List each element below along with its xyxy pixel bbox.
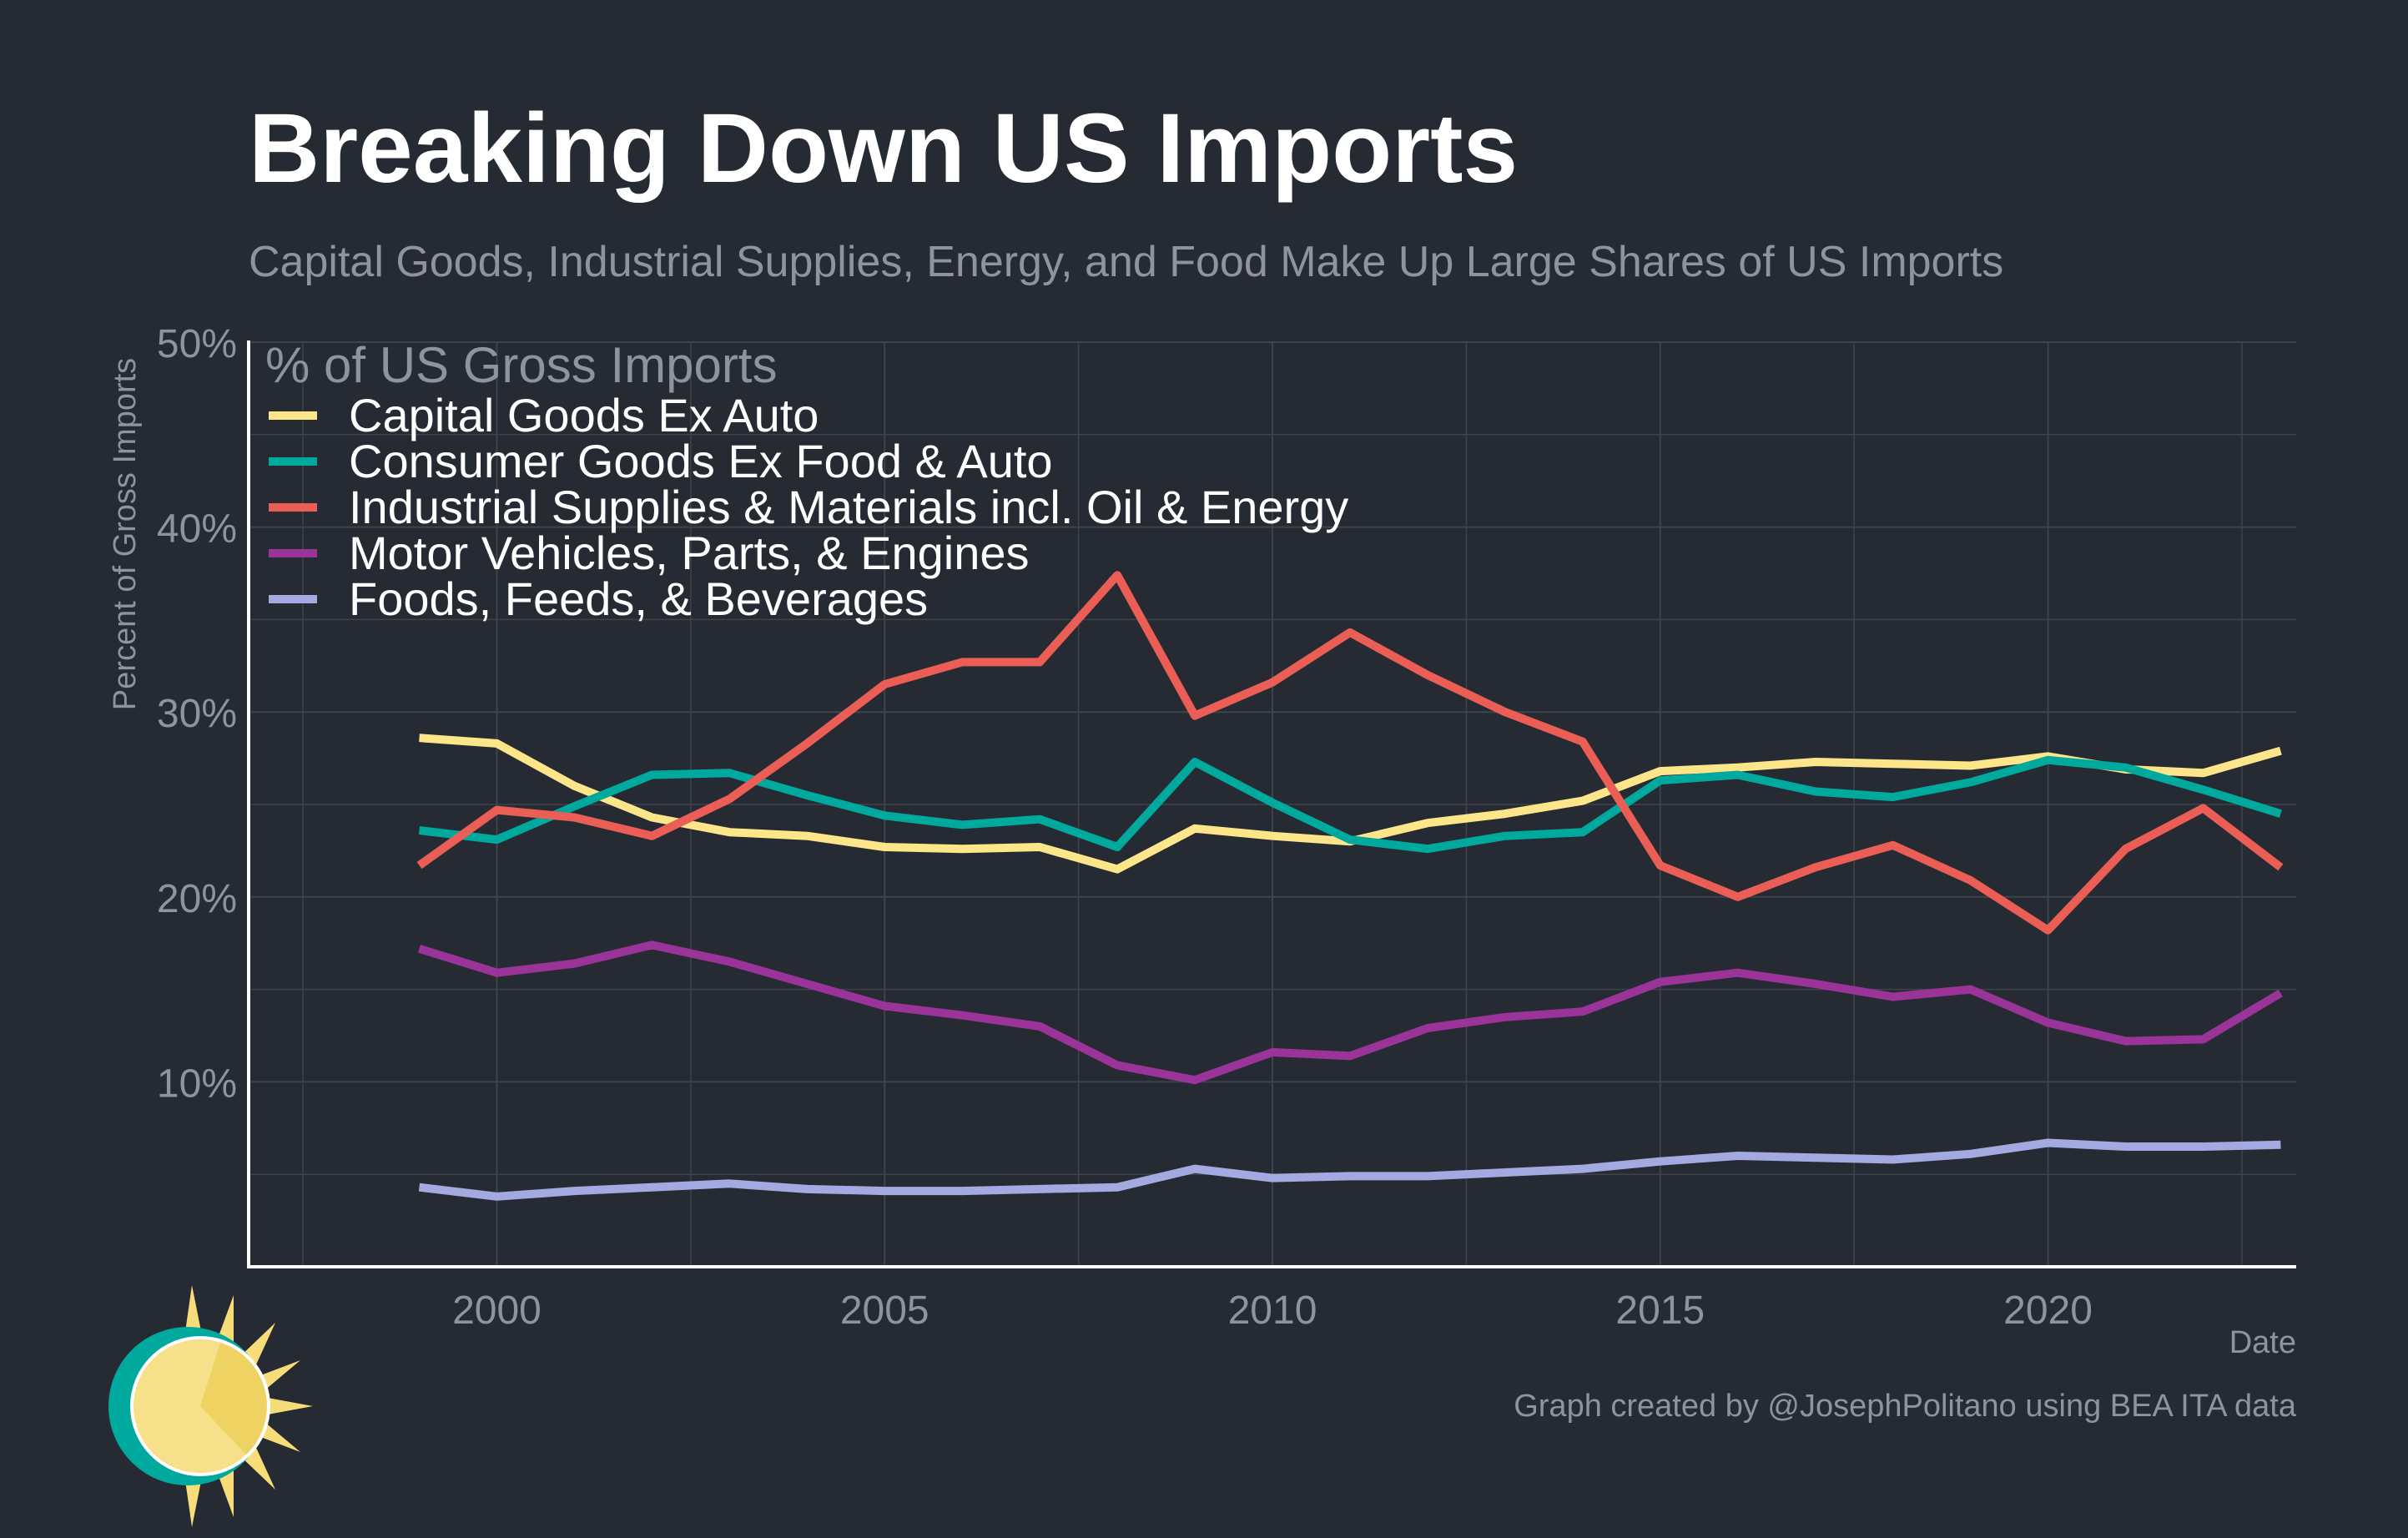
x-tick-label: 2020 <box>2003 1288 2093 1333</box>
series-line <box>416 571 2284 935</box>
x-axis-title: Date <box>2229 1325 2296 1360</box>
x-tick-label: 2005 <box>840 1288 929 1333</box>
axis-layer: 10% 20% 30% 40% 50% 2000 2005 2010 2015 2020 Perce… <box>108 322 2296 1333</box>
y-tick-label: 20% <box>157 877 237 921</box>
y-tick-label: 40% <box>157 507 237 552</box>
legend-label: Industrial Supplies & Materials incl. Oi… <box>349 481 1348 533</box>
sun-icon <box>108 1285 313 1527</box>
legend-title: % of US Gross Imports <box>265 337 777 393</box>
x-tick-label: 2015 <box>1615 1288 1705 1333</box>
legend-label: Foods, Feeds, & Beverages <box>349 572 928 625</box>
legend-label: Consumer Goods Ex Food & Auto <box>349 435 1053 487</box>
y-tick-label: 50% <box>157 322 237 366</box>
y-tick-label: 10% <box>157 1061 237 1106</box>
legend-label: Motor Vehicles, Parts, & Engines <box>349 527 1030 579</box>
series-line <box>418 940 2283 1085</box>
chart-subtitle: Capital Goods, Industrial Supplies, Ener… <box>249 238 2004 286</box>
x-tick-label: 2000 <box>452 1288 542 1333</box>
legend-label: Capital Goods Ex Auto <box>349 389 819 441</box>
series-layer <box>416 571 2284 1201</box>
x-tick-label: 2010 <box>1228 1288 1317 1333</box>
y-tick-label: 30% <box>157 692 237 736</box>
series-line <box>418 755 2282 854</box>
series-line <box>419 734 2282 874</box>
source-caption: Graph created by @JosephPolitano using B… <box>1514 1389 2296 1424</box>
y-axis-title: Percent of Gross Imports <box>108 358 143 710</box>
chart-title: Breaking Down US Imports <box>249 93 1519 204</box>
series-line <box>418 1138 2281 1201</box>
